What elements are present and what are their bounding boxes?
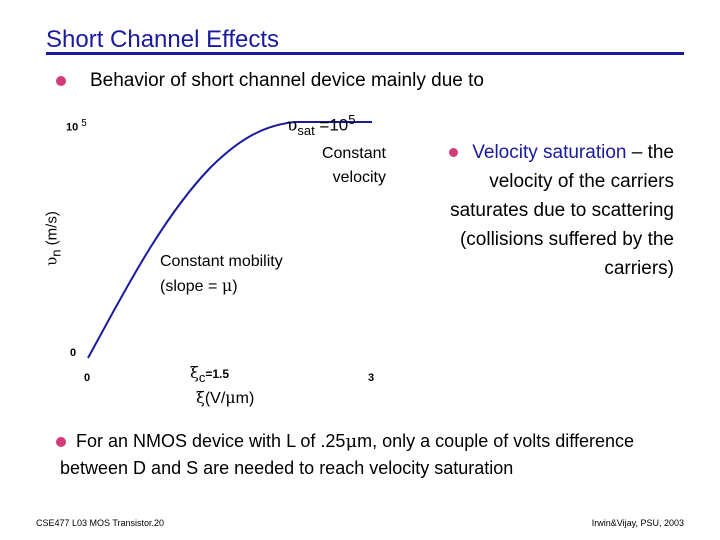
x-unit-suffix: m) xyxy=(235,390,255,407)
y-unit: (m/s) xyxy=(43,211,61,250)
mu-symbol: μ xyxy=(221,276,233,295)
y-tick-top-exponent: 5 xyxy=(81,118,87,129)
vsat-subscript: sat xyxy=(297,123,315,139)
footer-authors: Irwin&Vijay, PSU, 2003 xyxy=(591,518,684,528)
velocity-curve xyxy=(87,121,372,359)
x-mu-symbol: μ xyxy=(225,388,236,407)
constant-velocity-line2: velocity xyxy=(332,169,386,186)
xi-symbol: ξ xyxy=(190,363,199,382)
velocity-saturation-lead: Velocity saturation xyxy=(472,142,627,163)
slide-title: Short Channel Effects xyxy=(46,26,280,53)
bullet-dot-icon xyxy=(56,76,66,86)
y-axis-label: υn (m/s) xyxy=(43,200,64,278)
xi-value: =1.5 xyxy=(205,367,230,381)
x-axis-label: ξ(V/μm) xyxy=(196,388,254,408)
y-tick-top-base: 10 xyxy=(66,121,79,134)
constant-mobility-line1: Constant mobility xyxy=(160,253,283,270)
x-xi-symbol: ξ xyxy=(196,388,205,407)
x-tick-zero: 0 xyxy=(84,372,91,384)
bullet-intro-text: Behavior of short channel device mainly … xyxy=(90,70,484,91)
y-tick-top: 10 5 xyxy=(66,118,87,134)
slope-suffix: ) xyxy=(232,278,238,295)
x-tick-three: 3 xyxy=(368,372,375,384)
constant-velocity-label: Constant velocity xyxy=(300,142,386,190)
y-upsilon-symbol: υ xyxy=(42,256,61,266)
bullet-intro: Behavior of short channel device mainly … xyxy=(56,70,484,92)
footer-course: CSE477 L03 MOS Transistor.20 xyxy=(36,518,165,528)
vsat-label: υsat =105 xyxy=(287,112,355,138)
nmos-bullet: For an NMOS device with L of .25μm, only… xyxy=(56,428,700,482)
slope-prefix: (slope = xyxy=(160,278,222,295)
bullet-dot-icon xyxy=(449,148,459,158)
nmos-mu-symbol: μ xyxy=(345,431,358,452)
y-tick-zero: 0 xyxy=(70,347,77,359)
y-subscript: n xyxy=(48,249,64,257)
upsilon-symbol: υ xyxy=(287,115,298,136)
velocity-saturation-bullet: Velocity saturation – the velocity of th… xyxy=(424,138,674,283)
constant-velocity-line1: Constant xyxy=(321,145,386,162)
constant-mobility-label: Constant mobility (slope = μ) xyxy=(160,250,283,299)
nmos-text-post: m, only a couple of volts difference bet… xyxy=(60,431,634,478)
velocity-saturation-body: – the velocity of the carriers saturates… xyxy=(450,142,674,279)
constant-mobility-line2: (slope = μ) xyxy=(160,274,283,299)
xi-subscript: c xyxy=(198,370,206,386)
vsat-exponent: 5 xyxy=(348,112,356,127)
nmos-text-pre: For an NMOS device with L of .25 xyxy=(76,431,346,451)
title-underline xyxy=(46,52,684,55)
critical-field-label: ξc=1.5 xyxy=(190,363,229,385)
bullet-dot-icon xyxy=(56,437,66,447)
x-unit-prefix: (V/ xyxy=(204,390,226,407)
vsat-equals: =10 xyxy=(314,115,349,135)
